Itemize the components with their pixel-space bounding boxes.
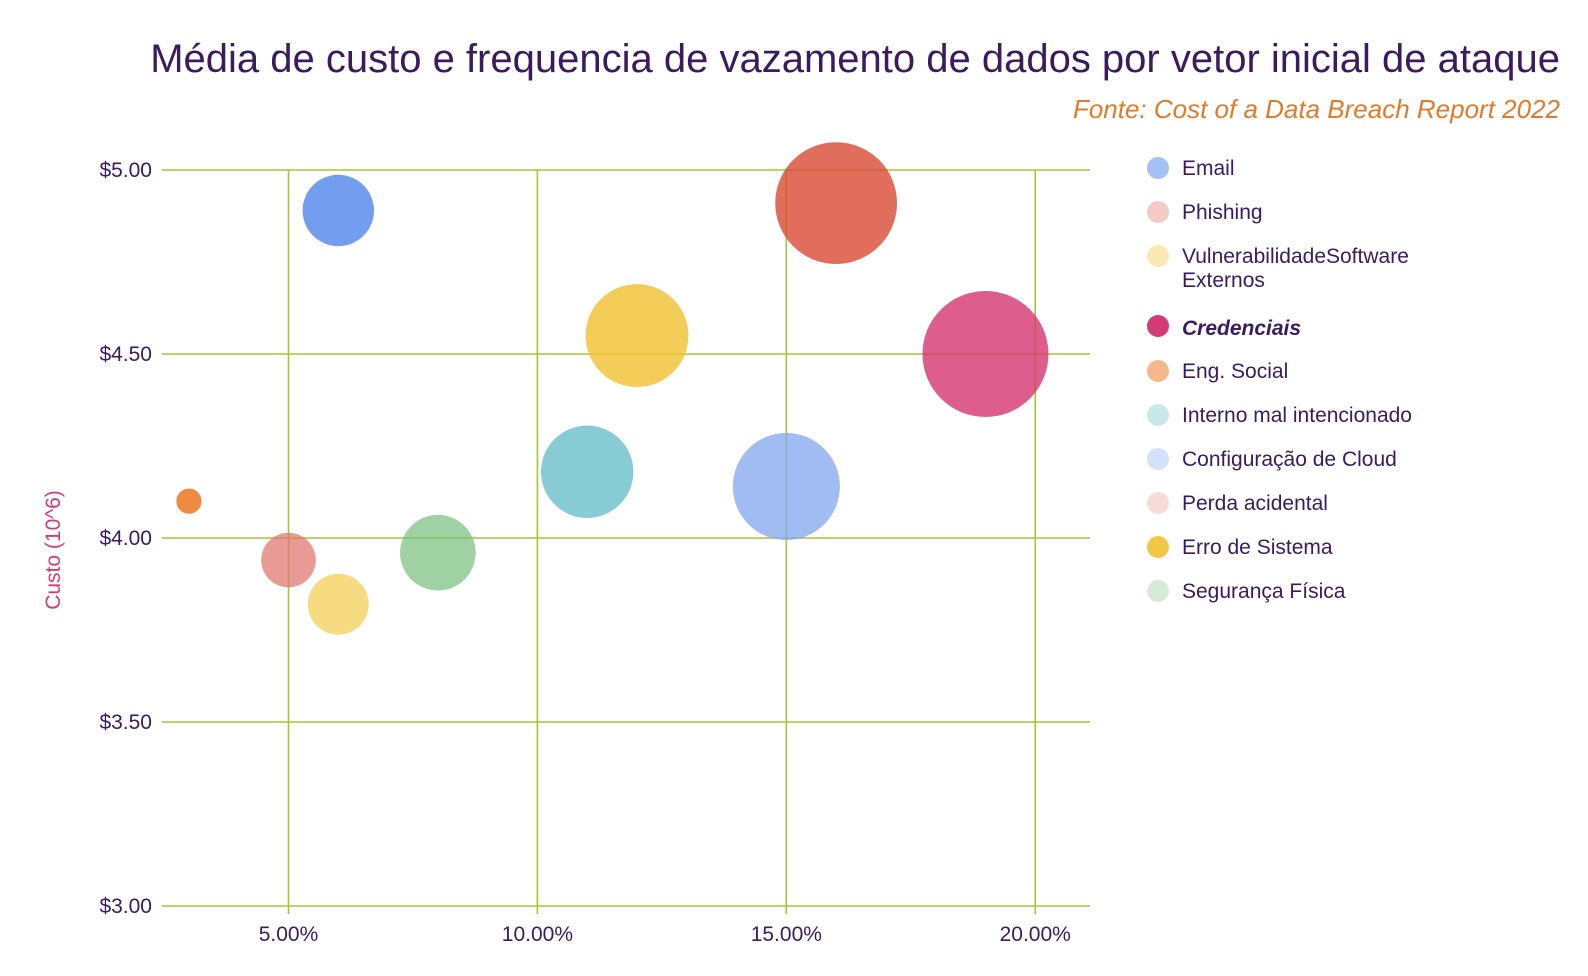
chart-title: Média de custo e frequencia de vazamento… <box>150 37 1560 81</box>
legend-label: Email <box>1182 157 1235 180</box>
legend-item-seguranca-fisica[interactable]: Segurança Física <box>1147 580 1346 603</box>
x-tick-label: 5.00% <box>259 923 319 946</box>
bubble-erro-de-sistema <box>585 284 689 388</box>
legend-marker <box>1147 157 1169 179</box>
legend-item-erro-de-sistema[interactable]: Erro de Sistema <box>1147 536 1333 559</box>
legend-label: Perda acidental <box>1182 492 1328 515</box>
x-tick-label: 10.00% <box>502 923 573 946</box>
legend-label: Externos <box>1182 269 1265 292</box>
x-tick-label: 15.00% <box>751 923 822 946</box>
legend-label: Segurança Física <box>1182 580 1346 603</box>
bubble-configuracao-de-cloud <box>732 432 840 541</box>
legend-item-eng-social[interactable]: Eng. Social <box>1147 360 1288 383</box>
legend-marker <box>1147 404 1169 426</box>
y-tick-label: $4.50 <box>99 343 152 366</box>
legend-label: Phishing <box>1182 201 1263 224</box>
legend-label: Eng. Social <box>1182 360 1288 383</box>
legend-item-email[interactable]: Email <box>1147 157 1235 180</box>
legend-marker <box>1147 201 1169 223</box>
bubble-vulnerabilidadesoftware-externos <box>307 573 369 635</box>
y-tick-label: $4.00 <box>99 527 152 550</box>
legend-item-phishing[interactable]: Phishing <box>1147 201 1263 224</box>
legend-marker <box>1147 492 1169 514</box>
legend: Email Phishing VulnerabilidadeSoftwareExte… <box>1147 157 1412 603</box>
legend-item-interno-mal-intencionado[interactable]: Interno mal intencionado <box>1147 404 1412 427</box>
legend-marker <box>1147 360 1169 382</box>
bubble-perda-acidental <box>775 142 898 265</box>
x-tick-label: 20.00% <box>1000 923 1071 946</box>
legend-label: VulnerabilidadeSoftware <box>1182 245 1409 268</box>
legend-marker <box>1147 580 1169 602</box>
legend-item-credenciais[interactable]: Credenciais <box>1147 315 1301 340</box>
legend-item-configuracao-de-cloud[interactable]: Configuração de Cloud <box>1147 448 1397 471</box>
legend-marker <box>1147 315 1169 337</box>
bubble-seguranca-fisica <box>400 514 476 591</box>
legend-label: Configuração de Cloud <box>1182 448 1397 471</box>
bubble-credenciais <box>922 291 1049 417</box>
bubble-email <box>302 174 374 247</box>
axis-ticks: $3.00 $3.50 $4.00 $4.50 $5.00 5.00% 10.00% 15.0… <box>99 159 1070 946</box>
legend-label: Erro de Sistema <box>1182 536 1333 559</box>
y-axis-label: Custo (10^6) <box>42 490 65 610</box>
legend-marker <box>1147 245 1169 267</box>
bubbles <box>176 142 1049 635</box>
bubble-phishing <box>261 532 316 588</box>
bubble-interno-mal-intencionado <box>540 425 634 518</box>
legend-label: Interno mal intencionado <box>1182 404 1412 427</box>
y-tick-label: $3.50 <box>99 711 152 734</box>
legend-marker <box>1147 536 1169 558</box>
y-tick-label: $3.00 <box>99 895 152 918</box>
legend-marker <box>1147 448 1169 470</box>
bubble-eng-social <box>176 488 202 514</box>
y-tick-label: $5.00 <box>99 159 152 182</box>
legend-item-perda-acidental[interactable]: Perda acidental <box>1147 492 1328 515</box>
legend-label: Credenciais <box>1182 317 1301 340</box>
chart-subtitle: Fonte: Cost of a Data Breach Report 2022 <box>1073 94 1561 124</box>
